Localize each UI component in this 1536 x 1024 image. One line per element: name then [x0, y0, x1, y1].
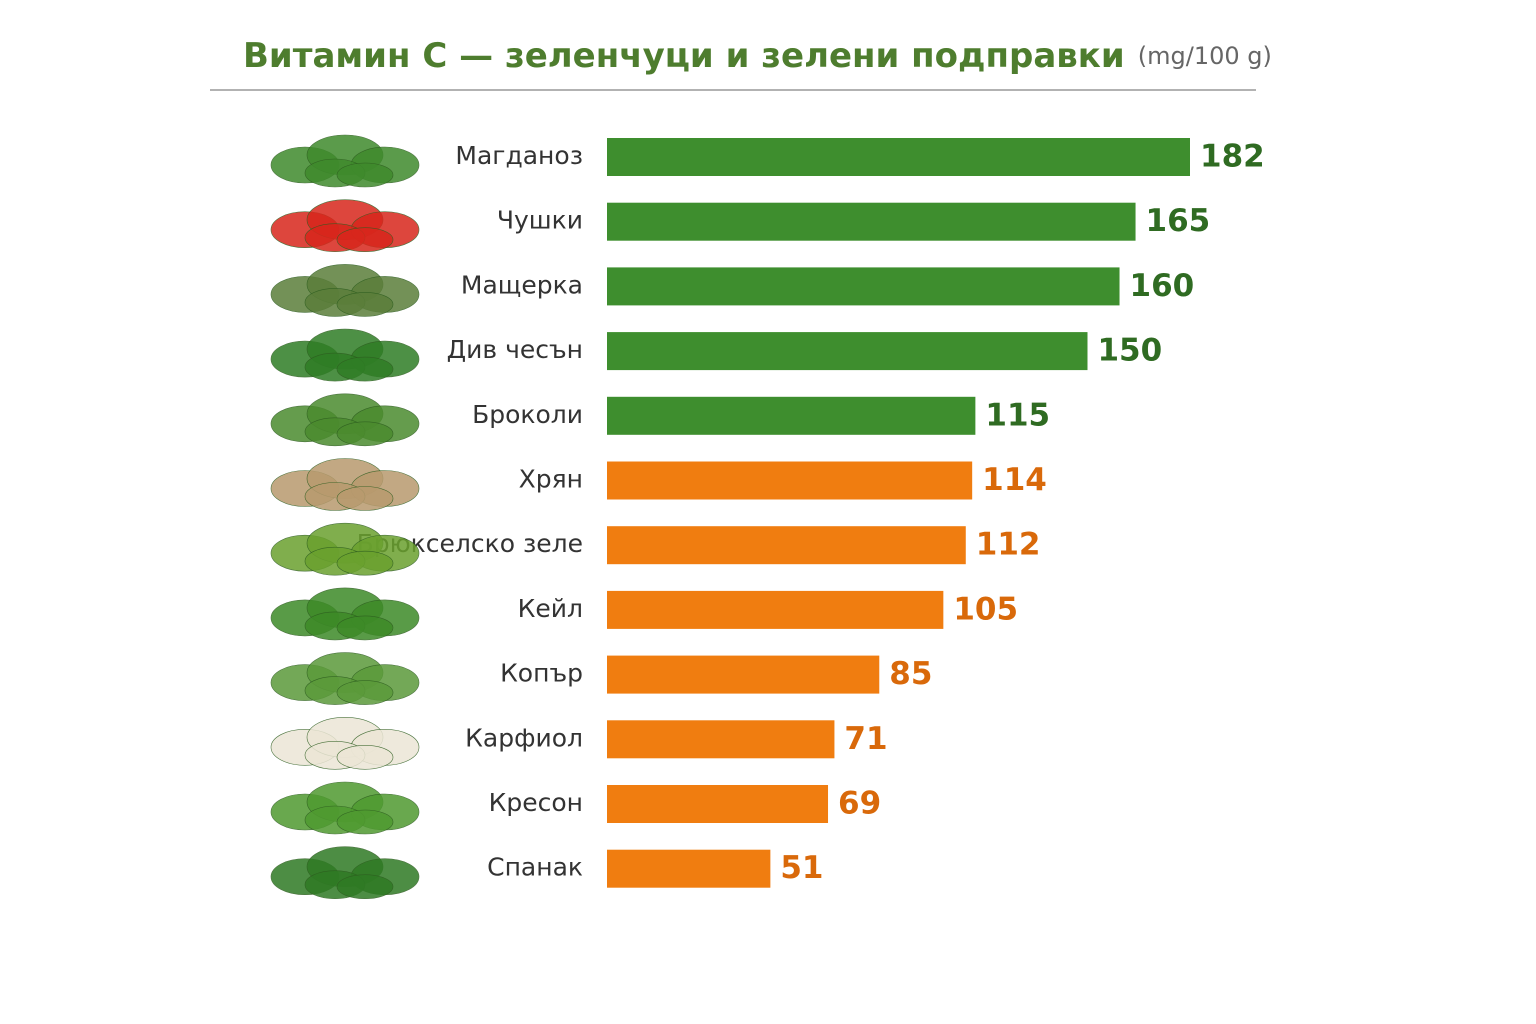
value-label: 182 — [1200, 139, 1265, 175]
icon-part — [336, 162, 394, 188]
vegetable-icon — [270, 393, 420, 447]
icon-part — [336, 486, 394, 511]
icon-part — [336, 421, 394, 447]
vegetable-icon — [270, 587, 420, 641]
category-label: Чушки — [497, 206, 583, 235]
bar — [607, 138, 1190, 176]
chart-title: Витамин С — зеленчуци и зелени подправки — [243, 36, 1125, 76]
bar — [607, 202, 1136, 241]
icon-part — [336, 680, 394, 705]
chart-title-group: Витамин С — зеленчуци и зелени подправки… — [243, 36, 1272, 76]
unit: (mg/100 g) — [1138, 42, 1272, 70]
value-label: 85 — [889, 656, 932, 692]
bar — [607, 785, 829, 823]
value-label: 114 — [982, 462, 1047, 498]
icon-part — [336, 615, 394, 641]
value-label: 115 — [985, 397, 1050, 433]
vegetable-icon — [270, 134, 420, 188]
bar — [607, 655, 880, 694]
bar — [607, 267, 1120, 306]
icon-part — [336, 550, 394, 576]
icon-part — [336, 292, 394, 317]
category-label: Карфиол — [465, 723, 583, 752]
category-label: Копър — [500, 659, 583, 688]
category-label: Магданоз — [455, 141, 583, 170]
category-label: Хрян — [519, 465, 583, 494]
icon-part — [336, 874, 394, 900]
vegetable-icon — [270, 522, 420, 576]
bar — [607, 590, 944, 629]
bar — [607, 461, 973, 500]
icon-part — [336, 356, 394, 382]
value-label: 105 — [953, 591, 1018, 627]
vegetable-icon — [270, 846, 420, 900]
bar — [607, 720, 835, 759]
vegetable-icon — [270, 328, 420, 382]
value-label: 69 — [838, 786, 881, 822]
vegetable-icon — [270, 652, 420, 705]
bar — [607, 396, 976, 435]
icon-part — [336, 744, 394, 770]
vegetable-icon — [270, 264, 420, 317]
vegetable-icon — [270, 458, 420, 511]
value-label: 71 — [844, 721, 887, 757]
value-label: 165 — [1146, 203, 1211, 239]
value-label: 112 — [976, 527, 1041, 563]
vegetable-icon — [270, 781, 420, 835]
bar — [607, 332, 1088, 371]
category-label: Кейл — [518, 594, 583, 623]
category-label: Кресон — [489, 788, 583, 817]
icon-part — [336, 809, 394, 835]
category-label: Спанак — [487, 853, 583, 882]
icon-part — [336, 227, 394, 252]
value-label: 160 — [1130, 268, 1195, 304]
bar — [607, 849, 771, 888]
category-label: Мащерка — [461, 270, 583, 299]
value-label: 150 — [1097, 333, 1162, 369]
category-label: Див чесън — [447, 335, 583, 364]
bar — [607, 526, 966, 565]
value-label: 51 — [780, 850, 823, 886]
category-label: Броколи — [472, 400, 583, 429]
vegetable-icon — [270, 199, 420, 252]
vegetable-icon — [270, 716, 420, 770]
